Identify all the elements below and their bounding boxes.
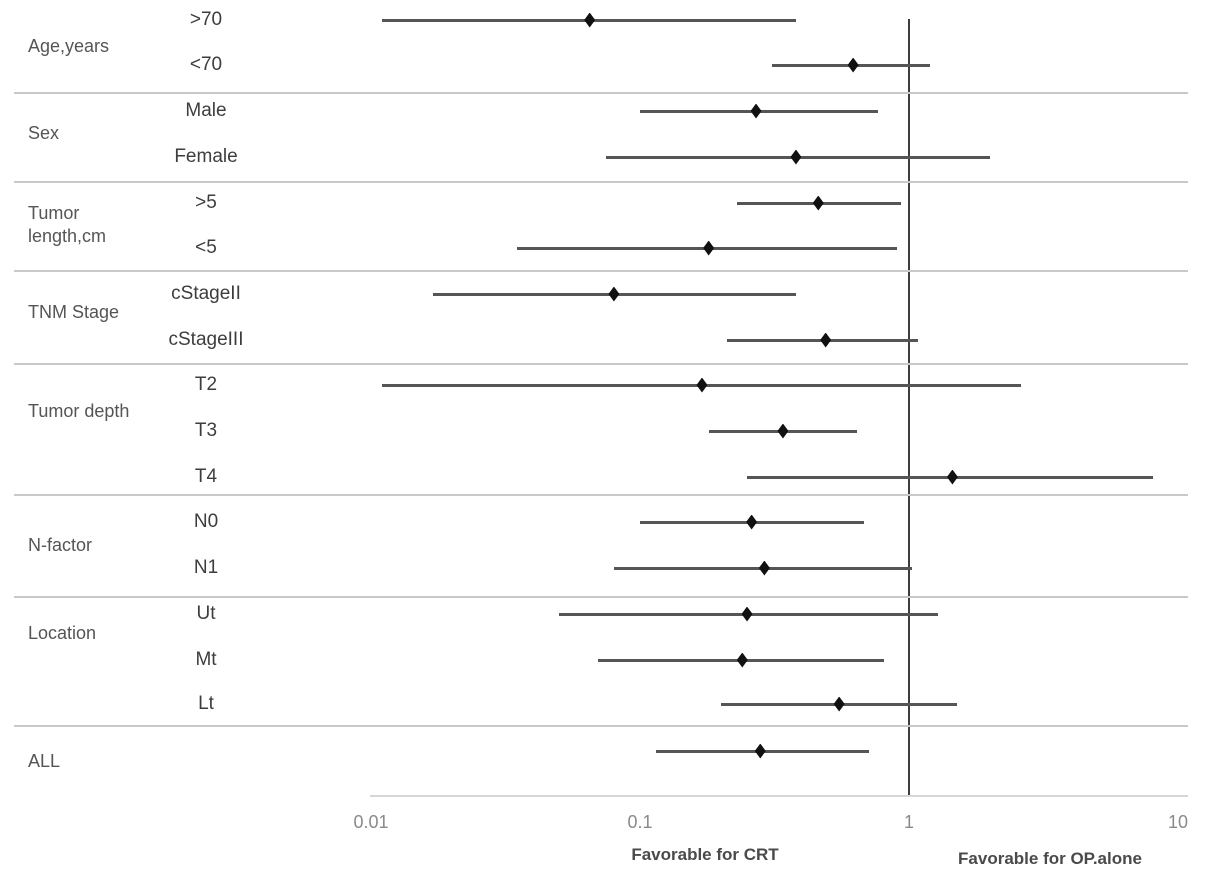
group-divider	[14, 363, 1188, 365]
point-estimate-diamond-male	[750, 103, 762, 119]
group-divider	[14, 596, 1188, 598]
group-divider	[14, 725, 1188, 727]
x-axis-tick-label-0-1: 0.1	[627, 812, 653, 832]
subgroup-label-ut: Ut	[196, 603, 216, 624]
x-axis-tick-label-1: 1	[903, 812, 915, 832]
point-estimate-diamond-5	[703, 240, 715, 256]
group-label-all: ALL	[28, 751, 61, 771]
subgroup-label-lt: Lt	[198, 693, 214, 714]
point-estimate-diamond-female	[790, 149, 802, 165]
subgroup-label-n1: N1	[193, 557, 219, 578]
point-estimate-diamond-cstageii	[608, 286, 620, 302]
subgroup-label-t2: T2	[194, 374, 218, 395]
point-estimate-diamond-mt	[736, 652, 748, 668]
point-estimate-diamond-t2	[696, 377, 708, 393]
subgroup-label-t3: T3	[194, 420, 218, 441]
point-estimate-diamond-n1	[758, 560, 770, 576]
point-estimate-diamond-all	[754, 743, 766, 759]
x-axis-label-right: Favorable for OP.alone	[958, 849, 1142, 868]
x-axis-line	[370, 795, 1188, 797]
subgroup-label-cstageiii: cStageIII	[168, 329, 244, 350]
subgroup-label-70: >70	[189, 9, 223, 30]
x-axis-label-left: Favorable for CRT	[631, 845, 779, 864]
subgroup-label-mt: Mt	[195, 649, 217, 670]
point-estimate-diamond-t3	[777, 423, 789, 439]
group-label-location: Location	[28, 623, 97, 643]
point-estimate-diamond-lt	[833, 696, 845, 712]
group-divider	[14, 92, 1188, 94]
subgroup-label-n0: N0	[193, 511, 219, 532]
subgroup-label-5: >5	[195, 192, 217, 213]
point-estimate-diamond-70	[847, 57, 859, 73]
subgroup-label-5: <5	[195, 237, 217, 258]
group-label-n-factor: N-factor	[28, 535, 93, 555]
point-estimate-diamond-5	[812, 195, 824, 211]
x-axis-tick-label-10: 10	[1167, 812, 1189, 832]
point-estimate-diamond-t4	[946, 469, 958, 485]
group-label-sex: Sex	[28, 123, 60, 143]
group-label-tnm-stage: TNM Stage	[28, 302, 120, 322]
subgroup-label-cstageii: cStageII	[171, 283, 241, 304]
group-label-tumor-depth: Tumor depth	[28, 401, 130, 421]
group-label-tumor-length-cm: Tumor length,cm	[28, 203, 107, 246]
reference-line	[908, 19, 910, 796]
group-label-age-years: Age,years	[28, 36, 110, 56]
subgroup-label-70: <70	[189, 54, 223, 75]
point-estimate-diamond-ut	[741, 606, 753, 622]
x-axis-tick-label-0-01: 0.01	[353, 812, 389, 832]
group-divider	[14, 270, 1188, 272]
group-divider	[14, 494, 1188, 496]
point-estimate-diamond-cstageiii	[820, 332, 832, 348]
point-estimate-diamond-n0	[746, 514, 758, 530]
subgroup-label-male: Male	[185, 100, 227, 121]
group-divider	[14, 181, 1188, 183]
subgroup-label-t4: T4	[194, 466, 218, 487]
point-estimate-diamond-70	[584, 12, 596, 28]
subgroup-label-female: Female	[174, 146, 238, 167]
